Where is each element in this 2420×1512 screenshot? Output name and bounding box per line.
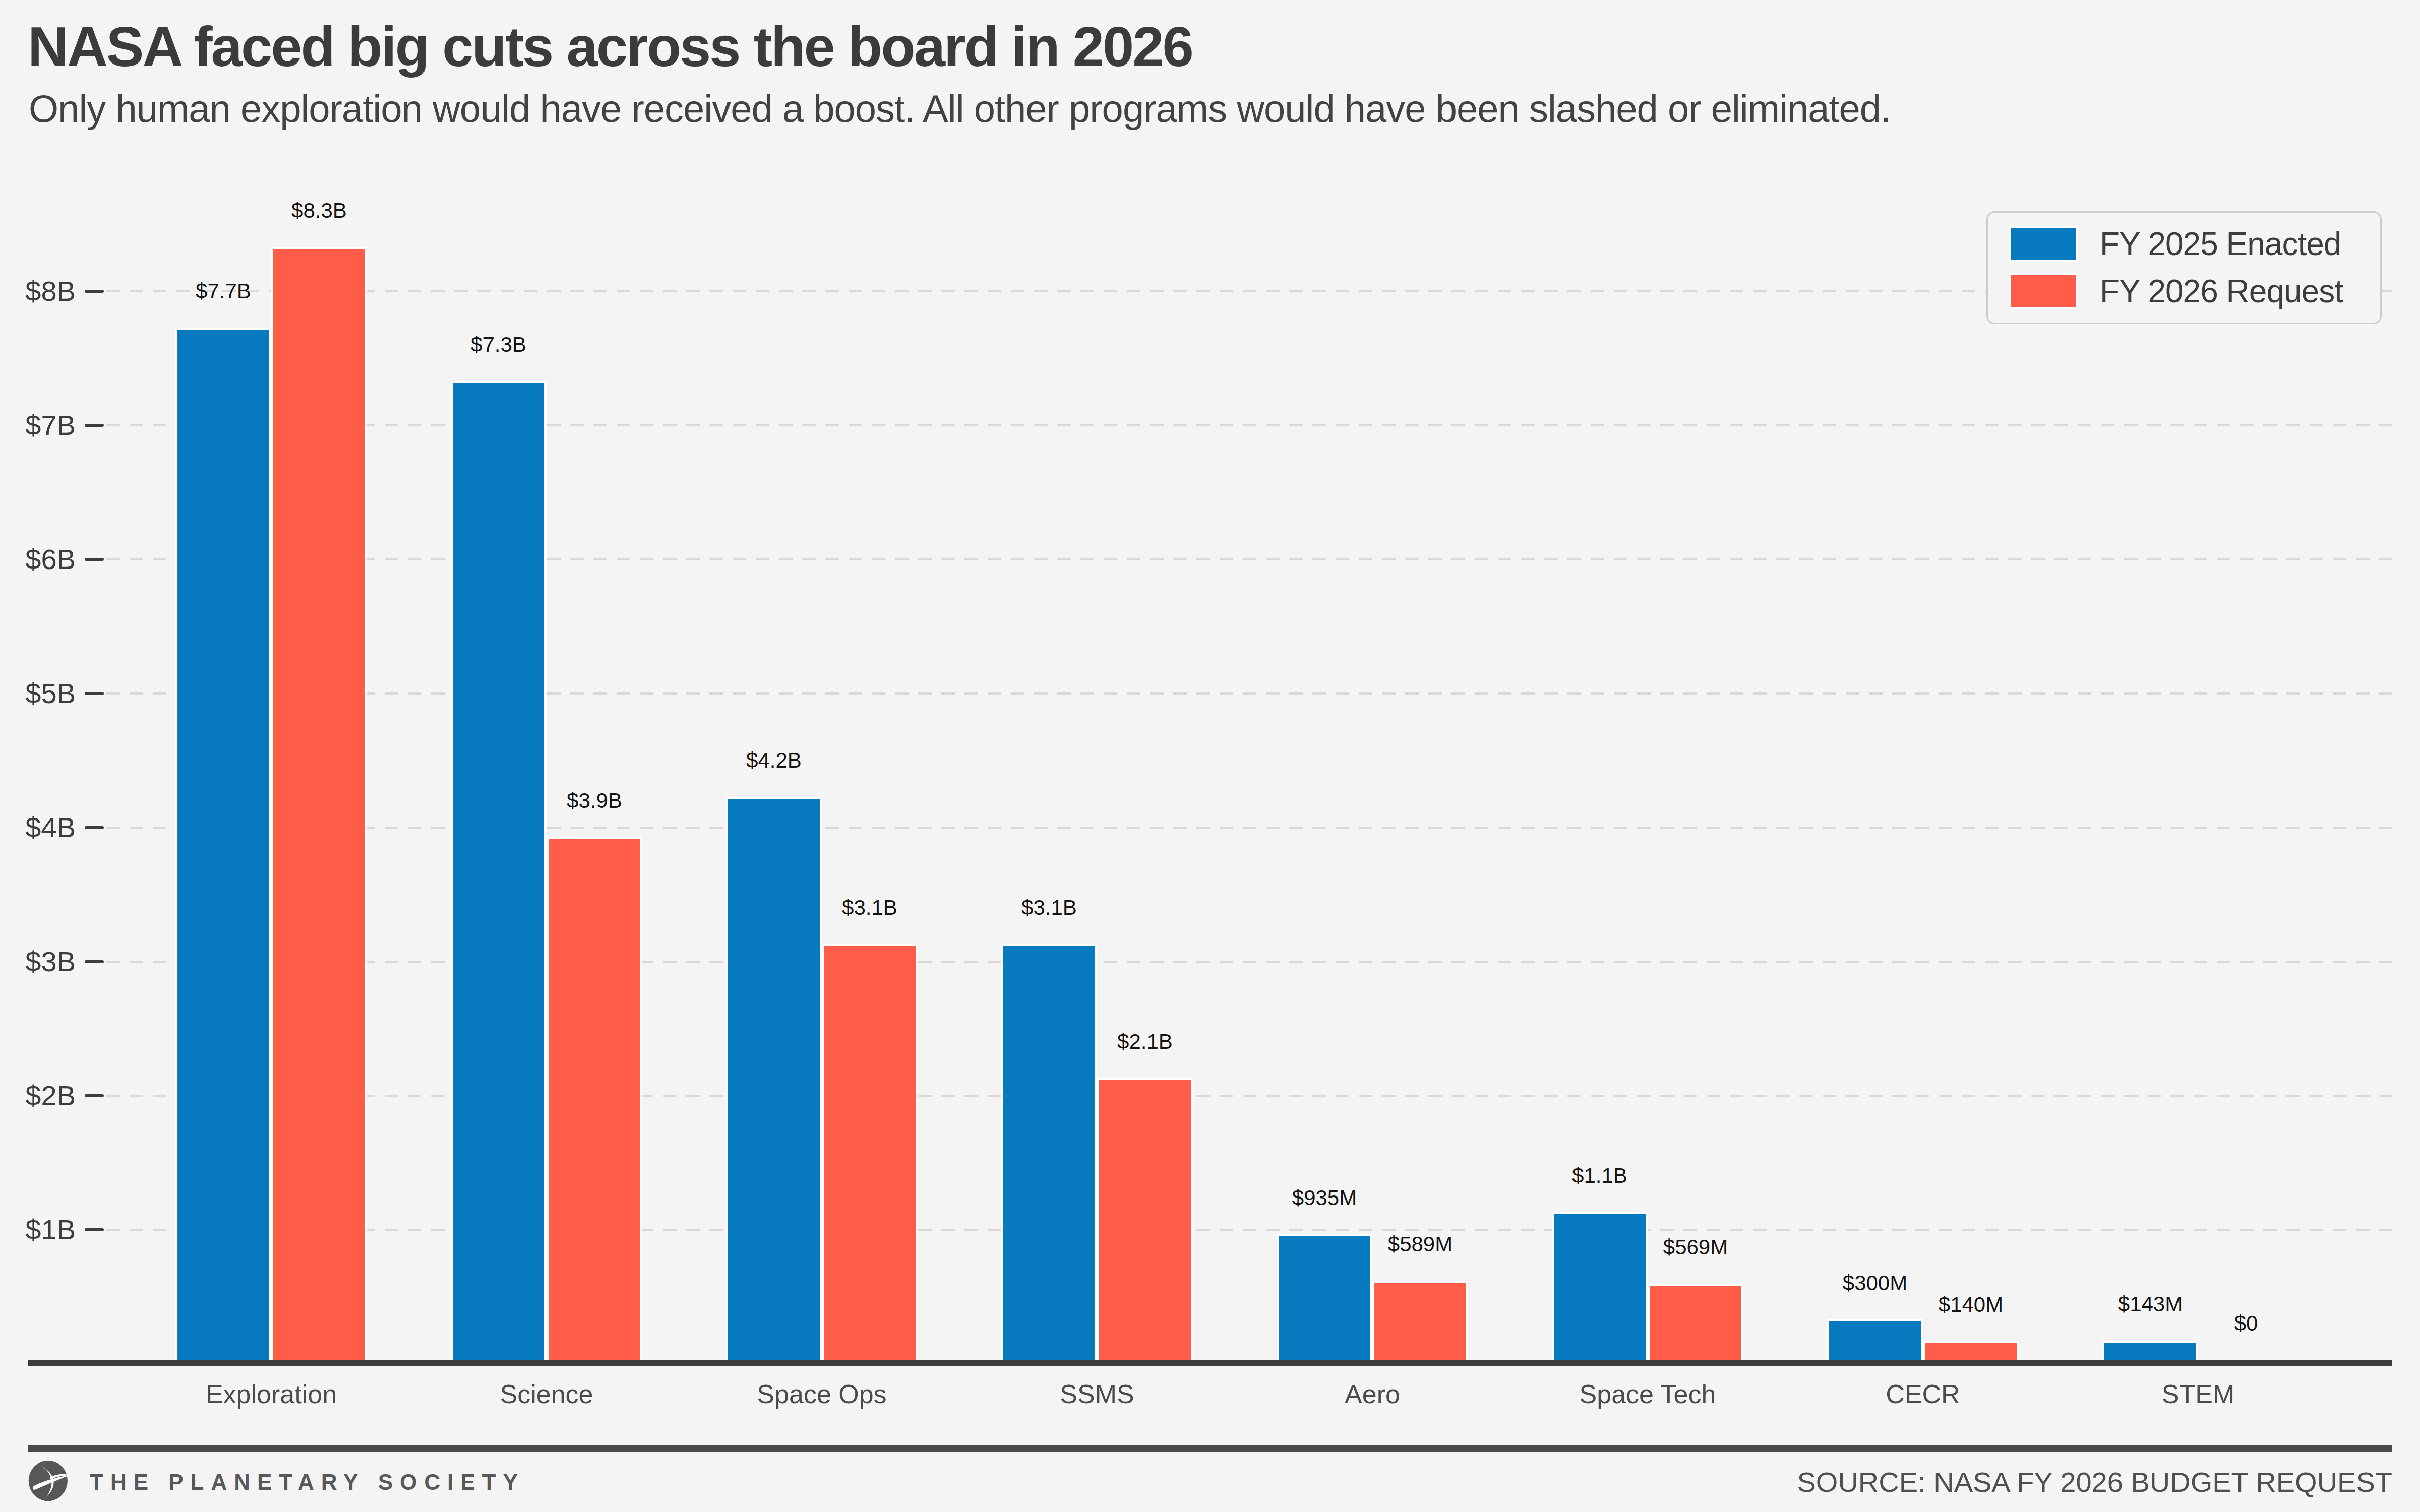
bar-value-label: $3.1B [969,896,1130,920]
y-tick-dash [85,826,104,829]
legend-label: FY 2025 Enacted [2100,225,2341,263]
bar-fy2026-ssms [1097,1078,1193,1360]
legend-label: FY 2026 Request [2100,273,2343,310]
bar-fy2025-space-ops [726,797,822,1360]
gridline-5b [106,692,2392,695]
x-axis-label-space-ops: Space Ops [701,1379,943,1409]
y-tick-dash [85,1094,104,1097]
x-axis-label-stem: STEM [2077,1379,2319,1409]
bar-fy2026-cecr [1923,1341,2019,1360]
bar-fy2025-exploration [175,328,271,1360]
bar-fy2026-space-tech [1648,1284,1743,1360]
y-tick-label: $5B [0,677,76,710]
bar-value-label: $7.3B [418,333,579,357]
x-axis-label-ssms: SSMS [976,1379,1218,1409]
y-tick-dash [85,692,104,695]
bar-value-label: $140M [1890,1293,2051,1317]
bar-value-label: $4.2B [693,748,855,773]
y-tick-label: $1B [0,1214,76,1246]
bar-value-label: $0 [2165,1311,2327,1336]
bar-fy2026-space-ops [822,944,918,1360]
bar-value-label: $3.1B [789,896,950,920]
y-tick-dash [85,1228,104,1231]
gridline-1b [106,1229,2392,1231]
bar-value-label: $1.1B [1519,1164,1680,1188]
chart-legend: FY 2025 Enacted FY 2026 Request [1986,211,2382,324]
y-tick-dash [85,558,104,561]
bar-value-label: $2.1B [1064,1030,1226,1054]
bar-fy2026-aero [1372,1281,1468,1360]
planetary-society-logo-icon [28,1460,70,1502]
legend-swatch-red [2009,273,2078,309]
brand-name: THE PLANETARY SOCIETY [90,1470,525,1495]
gridline-2b [106,1095,2392,1097]
y-tick-label: $4B [0,811,76,844]
bar-value-label: $300M [1794,1271,1956,1295]
legend-swatch-blue [2009,226,2078,262]
y-tick-dash [85,960,104,963]
bar-fy2025-space-tech [1552,1212,1648,1360]
gridline-7b [106,424,2392,426]
y-tick-dash [85,290,104,293]
y-tick-label: $7B [0,409,76,442]
gridline-3b [106,961,2392,963]
x-axis-label-space-tech: Space Tech [1527,1379,1769,1409]
y-tick-label: $8B [0,275,76,307]
x-axis-label-science: Science [426,1379,668,1409]
y-tick-dash [85,424,104,427]
bar-value-label: $935M [1244,1186,1405,1210]
x-axis-label-aero: Aero [1251,1379,1493,1409]
bar-fy2026-science [547,837,642,1360]
infographic-canvas: { "header": { "title": "NASA faced big c… [0,0,2420,1512]
legend-item-fy2026: FY 2026 Request [2009,273,2380,310]
bar-fy2025-stem [2102,1341,2198,1360]
bar-fy2026-exploration [271,247,367,1360]
y-tick-label: $3B [0,946,76,978]
footer-divider [28,1445,2392,1452]
bar-value-label: $569M [1615,1235,1776,1259]
x-axis-label-exploration: Exploration [150,1379,392,1409]
x-axis-line [28,1360,2392,1366]
gridline-4b [106,827,2392,829]
source-credit: SOURCE: NASA FY 2026 BUDGET REQUEST [1797,1466,2392,1498]
y-tick-label: $6B [0,543,76,576]
legend-item-fy2025: FY 2025 Enacted [2009,225,2380,263]
bar-fy2025-ssms [1001,944,1097,1360]
bar-value-label: $8.3B [238,199,400,223]
y-tick-label: $2B [0,1080,76,1112]
x-axis-label-cecr: CECR [1802,1379,2044,1409]
bar-value-label: $589M [1340,1232,1501,1256]
bar-value-label: $3.9B [514,789,675,813]
bar-fy2025-science [451,381,547,1360]
gridline-6b [106,558,2392,560]
bar-fy2025-cecr [1827,1319,1923,1360]
